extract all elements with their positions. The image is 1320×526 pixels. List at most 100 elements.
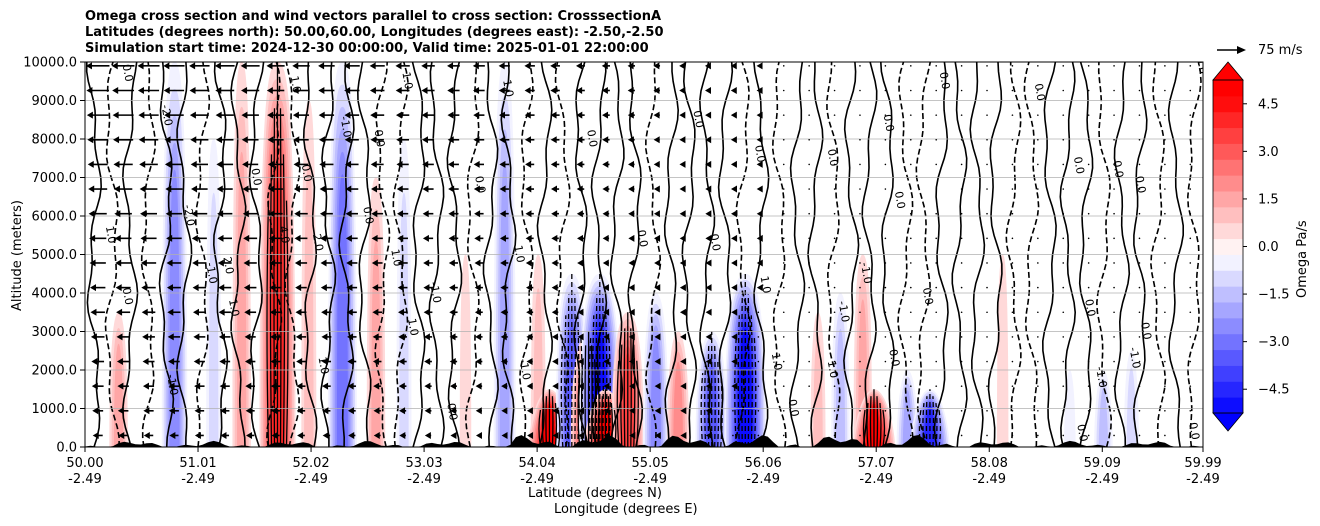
- wind-vector-661: [1138, 311, 1141, 314]
- wind-vector-295: [551, 259, 559, 267]
- wind-vector-669: [1138, 114, 1141, 116]
- wind-vector-254: [473, 86, 485, 94]
- wind-vector-482: [859, 385, 861, 387]
- wind-vector-439: [782, 262, 785, 264]
- contour-label-53: 0.0: [1186, 421, 1202, 440]
- contour-label-8: 1.0: [226, 298, 242, 317]
- wind-vector-283: [525, 160, 535, 168]
- wind-vector-224: [450, 431, 457, 439]
- wind-vector-269: [499, 111, 510, 119]
- wind-vector-652: [1113, 138, 1115, 141]
- wind-vector-47: [137, 62, 160, 70]
- wind-vector-2: [91, 382, 104, 390]
- contour-dense-0-2: [273, 108, 276, 447]
- colorbar-level--2.25: [1213, 302, 1243, 319]
- contour-label-17: 0.0: [360, 206, 376, 225]
- wind-vector-448: [808, 434, 810, 437]
- y-tick-label-5: 5000.0: [32, 248, 78, 263]
- x-tick-label-lon-0: -2.49: [68, 472, 102, 487]
- contour-label-28: 0.0: [634, 229, 650, 248]
- contour-dense-10-5: [935, 403, 938, 447]
- wind-vector-156: [319, 136, 334, 144]
- wind-vector-681: [1164, 212, 1166, 215]
- quiver-key-arrow-head: [1237, 46, 1246, 54]
- wind-vector-311: [577, 259, 584, 267]
- terrain-profile: [85, 435, 1203, 447]
- wind-vector-578: [1011, 385, 1014, 387]
- wind-vector-112: [271, 431, 280, 439]
- wind-vector-305: [578, 407, 585, 415]
- wind-vector-696: [1189, 237, 1192, 240]
- wind-vector-610: [1062, 385, 1065, 387]
- wind-vector-521: [909, 212, 912, 215]
- wind-vector-259: [500, 358, 508, 366]
- wind-vector-634: [1087, 188, 1090, 190]
- wind-vector-266: [499, 185, 509, 193]
- wind-vector-645: [1113, 311, 1115, 314]
- wind-vector-220: [421, 136, 435, 144]
- wind-vector-700: [1189, 138, 1192, 141]
- wind-vector-316: [576, 136, 585, 144]
- wind-vector-437: [782, 311, 785, 314]
- wind-vector-237: [447, 111, 460, 119]
- wind-vector-525: [909, 114, 912, 116]
- wind-vector-90: [216, 185, 233, 193]
- wind-vector-340: [628, 333, 635, 341]
- wind-vector-133: [295, 308, 307, 316]
- wind-vector-253: [473, 111, 485, 119]
- contour-dense-0-4: [279, 108, 282, 447]
- wind-vector-594: [1037, 385, 1039, 387]
- wind-vector-654: [1113, 89, 1115, 92]
- wind-vector-105: [242, 210, 258, 218]
- wind-vector-294: [551, 284, 559, 292]
- omega-band-5: [301, 100, 317, 447]
- wind-vector-136: [294, 234, 308, 242]
- wind-vector-164: [347, 333, 357, 341]
- wind-vector-548: [960, 336, 963, 338]
- wind-vector-430: [756, 86, 763, 94]
- wind-vector-313: [576, 210, 585, 218]
- wind-vector-600: [1037, 237, 1039, 240]
- wind-vector-165: [346, 308, 357, 316]
- wind-vector-177: [373, 407, 381, 415]
- wind-vector-564: [986, 336, 988, 338]
- wind-vector-115: [270, 358, 281, 366]
- wind-vector-96: [246, 431, 255, 439]
- contour-label-27: 0.0: [584, 129, 600, 148]
- wind-vector-599: [1037, 262, 1039, 264]
- contour-label-23: 0.0: [472, 175, 488, 194]
- wind-vector-88: [217, 234, 232, 242]
- wind-vector-171: [345, 160, 359, 168]
- wind-vector-15: [85, 62, 110, 70]
- wind-vector-33: [143, 407, 154, 415]
- wind-vector-158: [318, 86, 335, 94]
- wind-vector-315: [576, 160, 585, 168]
- wind-vector-0: [92, 431, 103, 439]
- wind-vector-81: [220, 407, 230, 415]
- wind-vector-438: [782, 286, 785, 289]
- wind-vector-423: [756, 259, 763, 267]
- wind-vector-682: [1164, 188, 1166, 190]
- wind-vector-67: [193, 358, 205, 366]
- wind-vector-122: [268, 185, 283, 193]
- wind-vector-143: [292, 62, 310, 70]
- wind-vector-230: [449, 284, 458, 292]
- wind-vector-132: [295, 333, 307, 341]
- wind-vector-551: [960, 262, 963, 264]
- wind-vector-629: [1087, 311, 1090, 314]
- wind-vector-244: [475, 333, 483, 341]
- contour-line-21: [464, 62, 480, 447]
- wind-vector-275: [526, 358, 533, 366]
- wind-vector-641: [1113, 410, 1115, 412]
- omega-band-31-level-1: [1126, 367, 1137, 447]
- wind-vector-493: [859, 114, 861, 116]
- wind-vector-347: [628, 160, 635, 168]
- colorbar-level--4.75: [1213, 381, 1243, 398]
- wind-vector-84: [218, 333, 231, 341]
- contour-label-26: -1.0: [517, 358, 534, 381]
- wind-vector-167: [346, 259, 358, 267]
- wind-vector-124: [267, 136, 284, 144]
- wind-vector-410: [730, 185, 737, 193]
- wind-vector-663: [1138, 262, 1141, 264]
- wind-vector-25: [114, 210, 132, 218]
